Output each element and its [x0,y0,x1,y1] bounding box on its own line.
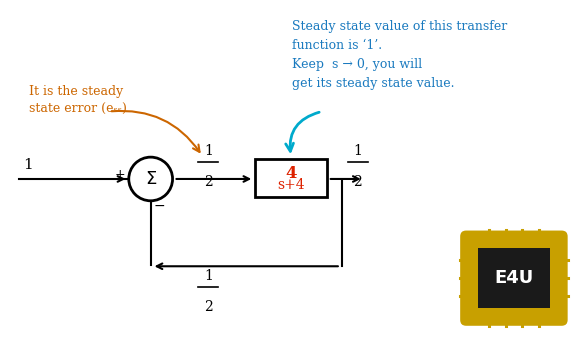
Text: 2: 2 [353,175,362,189]
Text: s+4: s+4 [277,178,305,192]
Text: −: − [153,199,165,213]
Text: 2: 2 [204,175,212,189]
Text: +: + [114,169,125,181]
Text: Steady state value of this transfer
function is ‘1’.
Keep  s → 0, you will
get i: Steady state value of this transfer func… [292,20,507,90]
Text: 4: 4 [285,164,297,181]
Text: 1: 1 [23,158,33,172]
Text: E4U: E4U [494,269,533,287]
Text: 1: 1 [353,144,362,158]
Bar [255,159,327,197]
FancyBboxPatch shape [460,231,567,326]
Text: It is the steady
state error (eₛₛ): It is the steady state error (eₛₛ) [30,85,127,116]
Text: 1: 1 [204,269,213,283]
Text: 1: 1 [204,144,213,158]
Text: $\Sigma$: $\Sigma$ [145,170,157,188]
Text: 2: 2 [204,300,212,314]
Bar [478,248,549,308]
